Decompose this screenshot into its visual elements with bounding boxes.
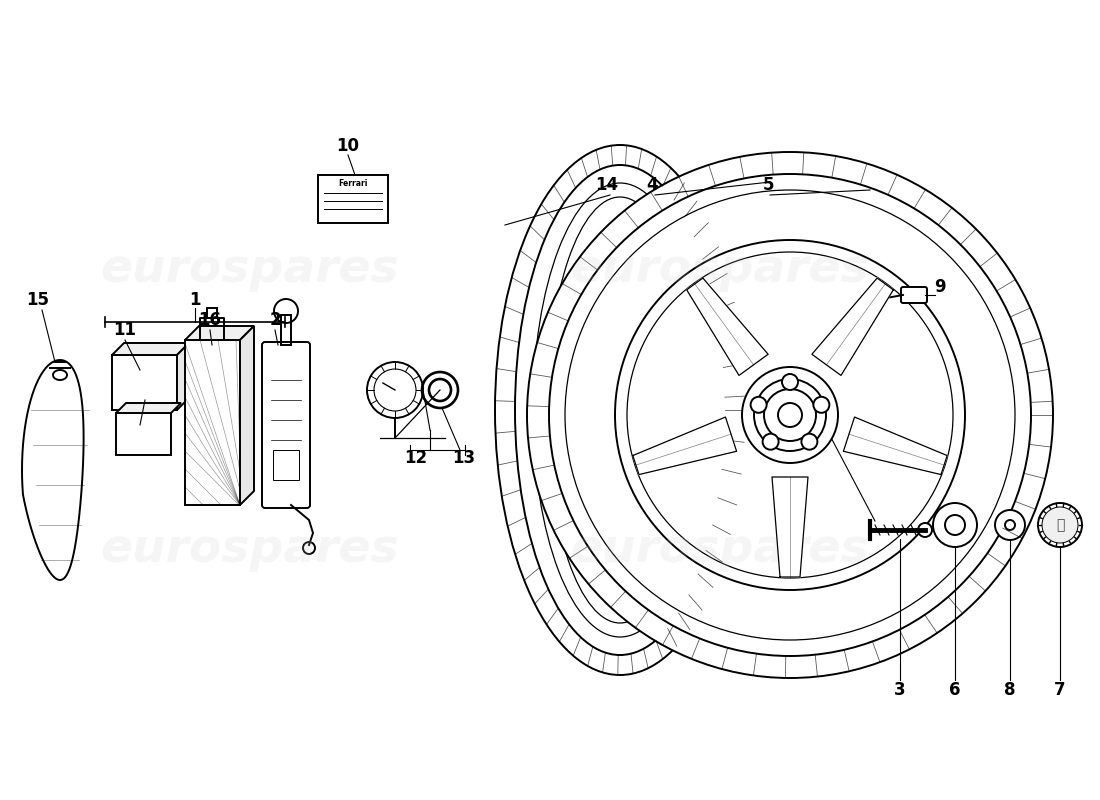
Ellipse shape <box>547 197 693 623</box>
Polygon shape <box>844 417 947 474</box>
Text: 10: 10 <box>337 137 360 155</box>
Text: 14: 14 <box>595 176 618 194</box>
Polygon shape <box>686 278 768 375</box>
Polygon shape <box>812 278 893 375</box>
Text: 15: 15 <box>26 291 50 309</box>
FancyBboxPatch shape <box>901 287 927 303</box>
Polygon shape <box>116 403 182 413</box>
Text: 6: 6 <box>949 681 960 699</box>
Bar <box>207 308 217 318</box>
Circle shape <box>565 190 1015 640</box>
Circle shape <box>1042 507 1078 543</box>
Text: eurospares: eurospares <box>101 247 399 293</box>
Ellipse shape <box>495 145 745 675</box>
Text: 🐎: 🐎 <box>1056 518 1064 532</box>
Circle shape <box>527 152 1053 678</box>
Circle shape <box>802 434 817 450</box>
Circle shape <box>996 510 1025 540</box>
Circle shape <box>918 523 932 537</box>
Text: 13: 13 <box>452 449 475 467</box>
Text: 1: 1 <box>189 291 200 309</box>
Circle shape <box>742 367 838 463</box>
Text: Ferrari: Ferrari <box>339 178 367 187</box>
Text: 16: 16 <box>198 311 221 329</box>
Circle shape <box>1038 503 1082 547</box>
Circle shape <box>754 379 826 451</box>
Circle shape <box>762 434 779 450</box>
Text: 3: 3 <box>894 681 905 699</box>
Bar <box>280 315 292 345</box>
Polygon shape <box>185 326 254 340</box>
Bar <box>185 340 240 505</box>
Polygon shape <box>177 343 189 410</box>
Text: 9: 9 <box>934 278 946 296</box>
Circle shape <box>627 252 953 578</box>
Bar <box>116 413 170 455</box>
Text: 7: 7 <box>1054 681 1066 699</box>
Bar <box>273 450 299 480</box>
FancyBboxPatch shape <box>262 342 310 508</box>
Circle shape <box>750 397 767 413</box>
Polygon shape <box>772 477 808 577</box>
Text: eurospares: eurospares <box>571 247 869 293</box>
Bar <box>318 175 388 223</box>
Polygon shape <box>240 326 254 505</box>
Circle shape <box>367 362 424 418</box>
Circle shape <box>615 240 965 590</box>
Ellipse shape <box>515 165 725 655</box>
Circle shape <box>782 374 797 390</box>
Text: 4: 4 <box>646 176 658 194</box>
Text: 12: 12 <box>405 449 428 467</box>
Circle shape <box>778 403 802 427</box>
Text: 2: 2 <box>270 311 280 329</box>
Text: eurospares: eurospares <box>571 527 869 573</box>
Polygon shape <box>632 417 737 474</box>
Circle shape <box>764 389 816 441</box>
Bar <box>112 355 177 410</box>
Text: eurospares: eurospares <box>101 527 399 573</box>
Text: 8: 8 <box>1004 681 1015 699</box>
Ellipse shape <box>534 183 707 637</box>
Circle shape <box>945 515 965 535</box>
Circle shape <box>813 397 829 413</box>
Circle shape <box>1005 520 1015 530</box>
Polygon shape <box>112 343 189 355</box>
Circle shape <box>549 174 1031 656</box>
Circle shape <box>933 503 977 547</box>
Text: 11: 11 <box>113 321 136 339</box>
Text: 5: 5 <box>762 176 773 194</box>
